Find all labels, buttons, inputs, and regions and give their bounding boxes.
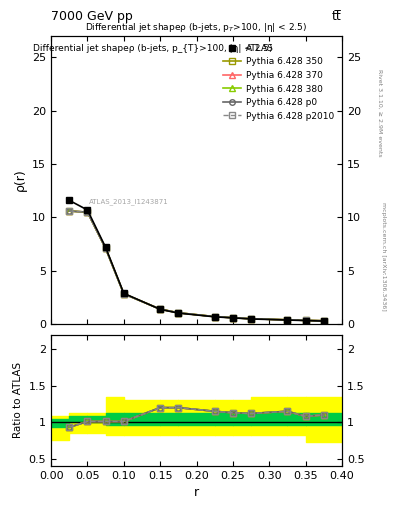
Pythia 6.428 p0 bbox=[249, 316, 253, 322]
Text: Rivet 3.1.10, ≥ 2.9M events: Rivet 3.1.10, ≥ 2.9M events bbox=[377, 69, 382, 157]
Pythia 6.428 p0 bbox=[231, 314, 235, 321]
Pythia 6.428 p2010 bbox=[231, 314, 235, 321]
Pythia 6.428 p2010 bbox=[303, 317, 308, 324]
Line: Pythia 6.428 350: Pythia 6.428 350 bbox=[66, 208, 327, 324]
Pythia 6.428 350 bbox=[249, 316, 253, 322]
Pythia 6.428 p2010 bbox=[85, 209, 90, 215]
Line: Pythia 6.428 p0: Pythia 6.428 p0 bbox=[66, 208, 327, 324]
Pythia 6.428 370 bbox=[249, 316, 253, 322]
ATLAS bbox=[158, 306, 163, 312]
Pythia 6.428 p0 bbox=[85, 209, 90, 215]
ATLAS bbox=[121, 290, 126, 296]
Pythia 6.428 380 bbox=[176, 310, 181, 316]
Pythia 6.428 p2010 bbox=[176, 310, 181, 316]
Pythia 6.428 380 bbox=[85, 209, 90, 215]
Pythia 6.428 370 bbox=[303, 317, 308, 324]
Pythia 6.428 p2010 bbox=[285, 317, 290, 323]
Text: ATLAS_2013_I1243871: ATLAS_2013_I1243871 bbox=[89, 198, 169, 205]
Pythia 6.428 380 bbox=[285, 317, 290, 323]
Line: Pythia 6.428 p2010: Pythia 6.428 p2010 bbox=[66, 208, 327, 324]
Pythia 6.428 380 bbox=[249, 316, 253, 322]
Pythia 6.428 p0 bbox=[121, 291, 126, 297]
Pythia 6.428 370 bbox=[67, 208, 72, 214]
Pythia 6.428 p0 bbox=[212, 313, 217, 319]
Pythia 6.428 350 bbox=[121, 291, 126, 297]
Pythia 6.428 350 bbox=[303, 317, 308, 324]
Pythia 6.428 p0 bbox=[67, 208, 72, 214]
Pythia 6.428 380 bbox=[303, 317, 308, 324]
ATLAS bbox=[212, 314, 217, 320]
ATLAS bbox=[321, 318, 326, 324]
Pythia 6.428 p0 bbox=[285, 317, 290, 323]
Pythia 6.428 p0 bbox=[158, 306, 163, 312]
ATLAS bbox=[285, 317, 290, 323]
Pythia 6.428 350 bbox=[158, 306, 163, 312]
Pythia 6.428 p2010 bbox=[121, 291, 126, 297]
ATLAS bbox=[303, 317, 308, 324]
Y-axis label: ρ(r): ρ(r) bbox=[13, 168, 27, 191]
ATLAS bbox=[249, 316, 253, 322]
Pythia 6.428 350 bbox=[176, 310, 181, 316]
Pythia 6.428 p0 bbox=[303, 317, 308, 324]
Pythia 6.428 p0 bbox=[321, 318, 326, 324]
Pythia 6.428 350 bbox=[231, 314, 235, 321]
Legend: ATLAS, Pythia 6.428 350, Pythia 6.428 370, Pythia 6.428 380, Pythia 6.428 p0, Py: ATLAS, Pythia 6.428 350, Pythia 6.428 37… bbox=[219, 40, 338, 124]
Pythia 6.428 380 bbox=[158, 306, 163, 312]
ATLAS bbox=[176, 310, 181, 316]
Pythia 6.428 370 bbox=[212, 313, 217, 319]
Title: Differential jet shapeρ (b-jets, p$_T$>100, |η| < 2.5): Differential jet shapeρ (b-jets, p$_T$>1… bbox=[85, 22, 308, 34]
Line: ATLAS: ATLAS bbox=[66, 197, 327, 325]
Pythia 6.428 350 bbox=[103, 245, 108, 251]
Pythia 6.428 370 bbox=[103, 245, 108, 251]
Pythia 6.428 380 bbox=[103, 245, 108, 251]
Pythia 6.428 350 bbox=[67, 208, 72, 214]
ATLAS bbox=[231, 315, 235, 321]
Pythia 6.428 350 bbox=[321, 318, 326, 324]
Pythia 6.428 380 bbox=[321, 318, 326, 324]
Pythia 6.428 350 bbox=[212, 313, 217, 319]
Pythia 6.428 350 bbox=[285, 317, 290, 323]
Y-axis label: Ratio to ATLAS: Ratio to ATLAS bbox=[13, 362, 23, 438]
ATLAS bbox=[67, 197, 72, 203]
Text: mcplots.cern.ch [arXiv:1306.3436]: mcplots.cern.ch [arXiv:1306.3436] bbox=[381, 202, 386, 310]
Pythia 6.428 p2010 bbox=[212, 313, 217, 319]
Pythia 6.428 p0 bbox=[103, 245, 108, 251]
Line: Pythia 6.428 370: Pythia 6.428 370 bbox=[66, 208, 327, 324]
Pythia 6.428 380 bbox=[212, 313, 217, 319]
Pythia 6.428 p2010 bbox=[249, 316, 253, 322]
Pythia 6.428 p2010 bbox=[103, 245, 108, 251]
Pythia 6.428 370 bbox=[121, 291, 126, 297]
Line: Pythia 6.428 380: Pythia 6.428 380 bbox=[66, 208, 327, 324]
Pythia 6.428 370 bbox=[231, 314, 235, 321]
ATLAS bbox=[103, 244, 108, 250]
Pythia 6.428 p2010 bbox=[158, 306, 163, 312]
Pythia 6.428 370 bbox=[321, 318, 326, 324]
Text: tt̅: tt̅ bbox=[332, 10, 342, 23]
ATLAS bbox=[85, 207, 90, 213]
Pythia 6.428 p2010 bbox=[67, 208, 72, 214]
Pythia 6.428 380 bbox=[231, 314, 235, 321]
Pythia 6.428 370 bbox=[85, 209, 90, 215]
Pythia 6.428 p2010 bbox=[321, 318, 326, 324]
Pythia 6.428 380 bbox=[121, 291, 126, 297]
Pythia 6.428 350 bbox=[85, 209, 90, 215]
Text: Differential jet shapeρ (b-jets, p_{T}>100, |η| < 2.5): Differential jet shapeρ (b-jets, p_{T}>1… bbox=[33, 45, 273, 53]
Pythia 6.428 370 bbox=[158, 306, 163, 312]
Pythia 6.428 p0 bbox=[176, 310, 181, 316]
Text: 7000 GeV pp: 7000 GeV pp bbox=[51, 10, 133, 23]
Pythia 6.428 370 bbox=[176, 310, 181, 316]
X-axis label: r: r bbox=[194, 486, 199, 499]
Pythia 6.428 370 bbox=[285, 317, 290, 323]
Pythia 6.428 380 bbox=[67, 208, 72, 214]
